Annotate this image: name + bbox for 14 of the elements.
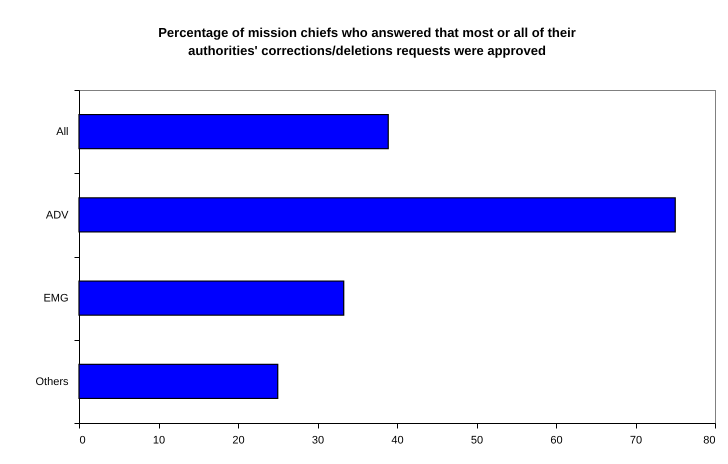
x-tick-label: 50 [470,434,484,446]
x-tick-label: 40 [391,434,404,446]
chart-title: Percentage of mission chiefs who answered that most or all of their authorities' corrections/deletions requests were approved [158,25,576,58]
x-tick-label: 70 [630,434,642,446]
x-tick-label: 0 [80,434,86,446]
y-tick-label: All [56,126,68,138]
y-tick-label: Others [35,376,69,388]
x-tick-label: 30 [312,434,324,446]
x-tick-label: 80 [703,434,716,446]
x-tick-label: 60 [550,434,563,446]
y-tick-label: ADV [46,209,70,222]
x-tick-label: 20 [232,434,245,446]
y-tick-label: EMG [43,292,68,305]
x-tick-label: 10 [152,434,166,446]
